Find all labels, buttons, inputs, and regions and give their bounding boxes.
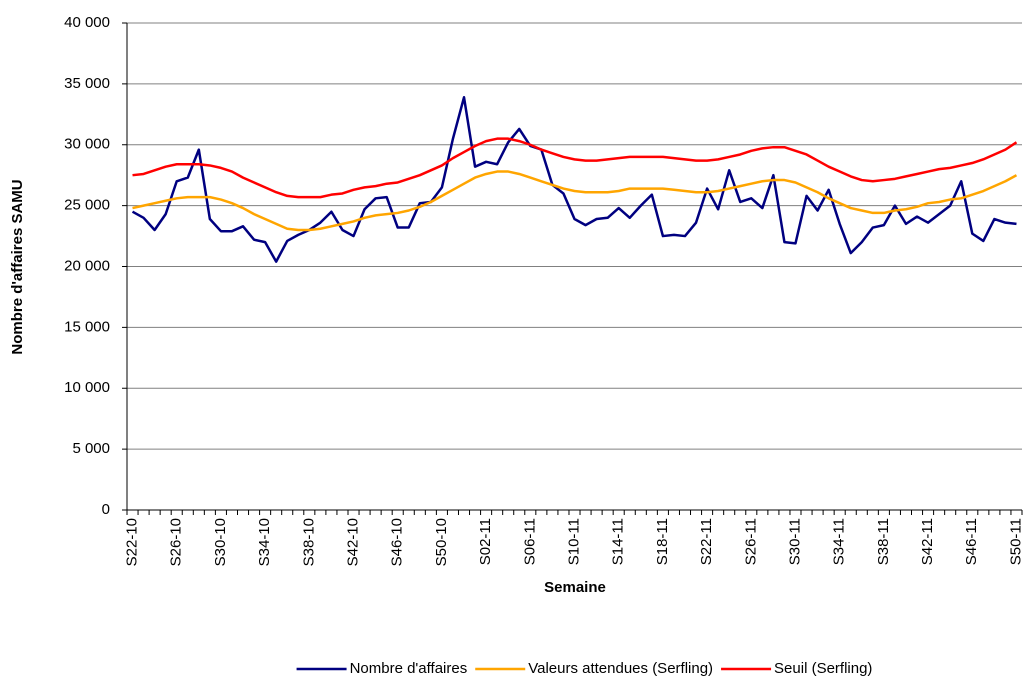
x-tick-label: S42-10 bbox=[344, 518, 361, 566]
y-tick-label: 35 000 bbox=[64, 75, 110, 92]
legend-label: Valeurs attendues (Serfling) bbox=[528, 660, 713, 677]
x-tick-label: S22-11 bbox=[698, 518, 715, 565]
y-tick-label: 15 000 bbox=[64, 318, 110, 335]
x-tick-label: S26-10 bbox=[168, 518, 185, 566]
x-tick-label: S46-11 bbox=[963, 518, 980, 565]
legend-label: Seuil (Serfling) bbox=[774, 660, 872, 677]
x-tick-label: S02-11 bbox=[477, 518, 494, 565]
y-tick-label: 10 000 bbox=[64, 379, 110, 396]
x-tick-label: S50-10 bbox=[433, 518, 450, 566]
y-tick-label: 0 bbox=[102, 501, 110, 518]
y-tick-label: 30 000 bbox=[64, 136, 110, 153]
x-tick-label: S18-11 bbox=[654, 518, 671, 565]
data-line bbox=[132, 170, 1018, 232]
x-tick-label: S50-11 bbox=[1007, 518, 1024, 565]
x-tick-label: S34-11 bbox=[831, 518, 848, 565]
x-tick-label: S22-10 bbox=[123, 518, 140, 566]
x-tick-label: S30-10 bbox=[212, 518, 229, 566]
x-tick-label: S42-11 bbox=[919, 518, 936, 565]
x-tick-label: S34-10 bbox=[256, 518, 273, 566]
x-tick-label: S46-10 bbox=[389, 518, 406, 566]
x-tick-label: S38-10 bbox=[300, 518, 317, 566]
y-tick-label: 40 000 bbox=[64, 14, 110, 31]
x-axis-title: Semaine bbox=[544, 579, 606, 596]
x-tick-label: S26-11 bbox=[742, 518, 759, 565]
data-line bbox=[132, 137, 1018, 199]
x-tick-label: S06-11 bbox=[521, 518, 538, 565]
x-tick-label: S14-11 bbox=[610, 518, 627, 565]
data-line bbox=[131, 96, 1017, 263]
legend-label: Nombre d'affaires bbox=[350, 660, 468, 677]
y-tick-label: 5 000 bbox=[72, 440, 110, 457]
y-axis-title: Nombre d'affaires SAMU bbox=[9, 179, 26, 354]
x-tick-label: S38-11 bbox=[875, 518, 892, 565]
y-tick-label: 25 000 bbox=[64, 197, 110, 214]
x-tick-label: S10-11 bbox=[565, 518, 582, 565]
y-tick-label: 20 000 bbox=[64, 257, 110, 274]
x-tick-label: S30-11 bbox=[786, 518, 803, 565]
